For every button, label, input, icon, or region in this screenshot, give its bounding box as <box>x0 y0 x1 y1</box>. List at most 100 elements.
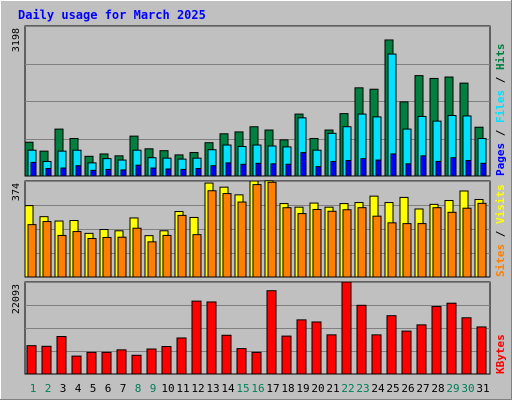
bar-kbytes-25 <box>386 315 397 375</box>
x-tick-label-6: 6 <box>105 382 112 395</box>
bar-kbytes-2 <box>41 345 52 375</box>
bar-sites-29 <box>447 211 457 278</box>
x-tick-label-7: 7 <box>120 382 127 395</box>
x-tick-label-31: 31 <box>476 382 489 395</box>
bar-sites-7 <box>117 236 127 278</box>
bar-kbytes-17 <box>266 290 277 375</box>
bar-kbytes-7 <box>116 349 127 375</box>
bar-pages-16 <box>255 162 262 177</box>
hits-files-pages-max-label: 3198 <box>11 28 22 52</box>
bar-kbytes-30 <box>461 317 472 375</box>
x-tick-label-12: 12 <box>191 382 204 395</box>
x-tick-label-10: 10 <box>161 382 174 395</box>
bar-kbytes-29 <box>446 302 457 375</box>
bar-sites-17 <box>267 181 277 278</box>
hits-files-pages-axis-label-pages: Pages <box>494 143 507 176</box>
visits-sites-axis-label-visits: Visits <box>494 184 507 224</box>
bar-pages-30 <box>465 160 472 177</box>
bar-kbytes-20 <box>311 321 322 375</box>
bar-sites-31 <box>477 202 487 278</box>
kbytes-max-label: 22093 <box>11 284 22 314</box>
bar-sites-19 <box>297 213 307 278</box>
bar-kbytes-21 <box>326 334 337 375</box>
bar-kbytes-13 <box>206 301 217 375</box>
bar-pages-2 <box>45 167 52 177</box>
hits-files-pages-axis-label: Pages / Files / Hits <box>494 44 507 177</box>
bar-kbytes-24 <box>371 334 382 375</box>
bar-sites-26 <box>402 223 412 278</box>
bar-pages-7 <box>120 169 127 177</box>
visits-sites-series-sites <box>27 181 487 278</box>
bar-pages-19 <box>300 152 307 177</box>
bar-sites-22 <box>342 209 352 278</box>
x-tick-label-14: 14 <box>221 382 235 395</box>
bar-pages-17 <box>270 163 277 177</box>
bar-kbytes-19 <box>296 319 307 375</box>
x-tick-label-23: 23 <box>356 382 369 395</box>
bar-sites-2 <box>42 221 52 278</box>
bar-pages-8 <box>135 164 142 177</box>
bar-pages-14 <box>225 162 232 177</box>
bar-pages-4 <box>75 165 82 177</box>
bar-pages-6 <box>105 168 112 177</box>
bar-sites-20 <box>312 208 322 278</box>
bar-sites-23 <box>357 207 367 278</box>
bar-sites-21 <box>327 210 337 278</box>
bar-kbytes-28 <box>431 306 442 375</box>
bar-pages-9 <box>150 167 157 177</box>
hits-files-pages-series-pages <box>30 152 487 177</box>
bar-sites-25 <box>387 222 397 278</box>
x-tick-label-9: 9 <box>150 382 157 395</box>
bar-kbytes-9 <box>146 348 157 375</box>
x-tick-label-13: 13 <box>206 382 219 395</box>
bar-kbytes-11 <box>176 337 187 375</box>
x-tick-label-1: 1 <box>30 382 37 395</box>
x-tick-label-3: 3 <box>60 382 67 395</box>
x-tick-label-19: 19 <box>296 382 309 395</box>
x-tick-label-29: 29 <box>446 382 459 395</box>
x-tick-label-2: 2 <box>45 382 52 395</box>
kbytes-axis-label-kbytes: KBytes <box>494 334 507 374</box>
bar-pages-20 <box>315 166 322 177</box>
bar-sites-9 <box>147 241 157 278</box>
x-tick-label-4: 4 <box>75 382 82 395</box>
bar-sites-24 <box>372 215 382 278</box>
x-tick-label-30: 30 <box>461 382 474 395</box>
bar-kbytes-4 <box>71 355 82 375</box>
bar-pages-12 <box>195 167 202 177</box>
bar-pages-18 <box>285 163 292 177</box>
bar-sites-5 <box>87 237 97 278</box>
visits-sites-axis-label: Sites / Visits <box>494 184 507 277</box>
bar-pages-24 <box>375 159 382 177</box>
bar-kbytes-31 <box>476 326 487 375</box>
bar-sites-18 <box>282 207 292 278</box>
bar-pages-11 <box>180 168 187 177</box>
bar-sites-30 <box>462 207 472 278</box>
bar-kbytes-6 <box>101 351 112 375</box>
bar-kbytes-18 <box>281 335 292 375</box>
bar-sites-12 <box>192 234 202 278</box>
bar-pages-31 <box>480 162 487 177</box>
x-tick-label-17: 17 <box>266 382 279 395</box>
kbytes-series-kbytes <box>26 281 487 375</box>
bar-sites-11 <box>177 214 187 278</box>
bar-kbytes-3 <box>56 336 67 375</box>
hits-files-pages-series-files <box>27 53 487 177</box>
x-tick-label-5: 5 <box>90 382 97 395</box>
bar-pages-15 <box>240 163 247 177</box>
bar-pages-25 <box>390 153 397 177</box>
hits-files-pages-panel: 3198 Pages / Files / Hits <box>11 25 507 177</box>
bar-sites-15 <box>237 201 247 278</box>
bar-sites-4 <box>72 231 82 278</box>
bar-kbytes-10 <box>161 346 172 375</box>
bar-sites-14 <box>222 193 232 278</box>
x-tick-label-22: 22 <box>341 382 354 395</box>
bar-pages-22 <box>345 160 352 177</box>
bar-sites-3 <box>57 234 67 278</box>
bar-kbytes-8 <box>131 354 142 375</box>
bar-pages-23 <box>360 158 367 177</box>
bar-kbytes-14 <box>221 334 232 375</box>
hits-files-pages-axis-label-files: Files <box>494 90 507 123</box>
bar-pages-3 <box>60 167 67 177</box>
